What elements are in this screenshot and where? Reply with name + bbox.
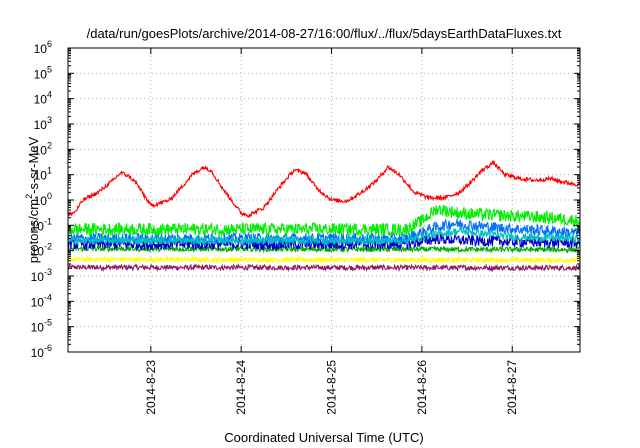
x-tick-label: 2014-8-26 <box>415 360 429 415</box>
chart-title: /data/run/goesPlots/archive/2014-08-27/1… <box>87 26 562 41</box>
x-tick-labels: 2014-8-23 2014-8-24 2014-8-25 2014-8-26 2014… <box>144 360 519 415</box>
grid-lines <box>68 48 580 352</box>
x-axis-label: Coordinated Universal Time (UTC) <box>224 430 423 445</box>
y-tick-label: 10-6 <box>31 343 52 360</box>
series-line <box>67 204 581 238</box>
series-line <box>67 263 581 273</box>
y-tick-label: 10-4 <box>31 292 52 309</box>
x-tick-label: 2014-8-25 <box>325 360 339 415</box>
x-tick-label: 2014-8-27 <box>505 360 519 415</box>
y-tick-label: 10-3 <box>31 267 52 284</box>
x-tick-label: 2014-8-23 <box>144 360 158 415</box>
series-line <box>67 255 581 265</box>
series-line <box>67 160 581 219</box>
axis-ticks <box>68 47 580 353</box>
series-line <box>67 225 581 247</box>
y-axis-label: protons/cm2-s-sr-MeV <box>24 136 41 263</box>
y-tick-label: 104 <box>34 90 52 107</box>
series-layer <box>67 160 581 273</box>
x-tick-label: 2014-8-24 <box>234 360 248 415</box>
y-tick-label: 10-5 <box>31 318 52 335</box>
y-tick-label: 106 <box>34 39 52 56</box>
y-tick-label: 103 <box>34 115 52 132</box>
y-tick-label: 105 <box>34 64 52 81</box>
